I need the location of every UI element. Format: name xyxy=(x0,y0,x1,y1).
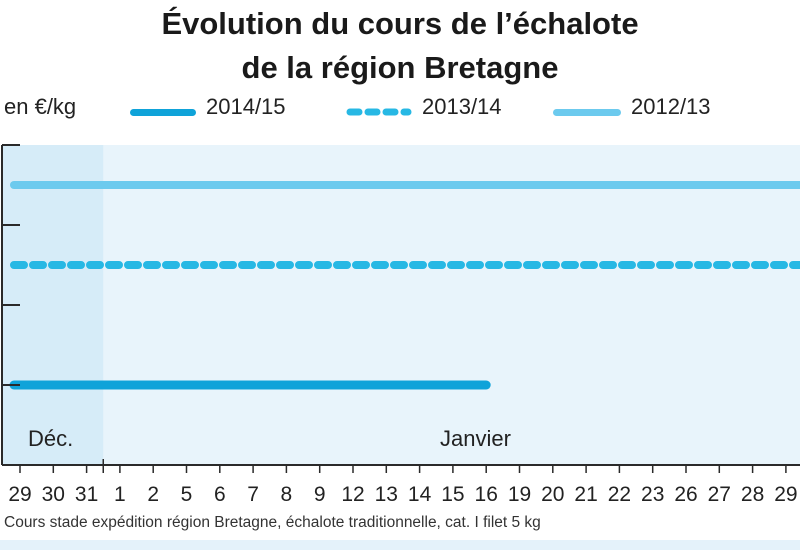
unit-label: en €/kg xyxy=(4,94,77,119)
x-tick-label: 12 xyxy=(341,483,364,506)
x-tick-label: 1 xyxy=(114,483,126,506)
legend: en €/kg 2014/15 2013/14 2012/13 xyxy=(0,92,800,128)
x-tick-label: 2 xyxy=(147,483,159,506)
x-tick-label: 19 xyxy=(508,483,531,506)
x-tick-label: 21 xyxy=(574,483,597,506)
legend-label-2012-13: 2012/13 xyxy=(631,94,711,119)
legend-swatch-solid-light xyxy=(553,109,621,116)
x-tick-label: 16 xyxy=(475,483,498,506)
legend-swatch-dashed xyxy=(346,108,412,116)
x-tick-label: 9 xyxy=(314,483,326,506)
x-tick-label: 28 xyxy=(741,483,764,506)
x-tick-label: 26 xyxy=(674,483,697,506)
month-label-janvier: Janvier xyxy=(440,426,511,451)
x-tick-label: 30 xyxy=(42,483,65,506)
x-tick-label: 6 xyxy=(214,483,226,506)
chart-title-line-1: Évolution du cours de l’échalote xyxy=(161,6,639,41)
x-tick-label: 31 xyxy=(75,483,98,506)
x-tick-label: 5 xyxy=(181,483,193,506)
x-tick-label: 14 xyxy=(408,483,432,506)
chart-title-line-2: de la région Bretagne xyxy=(241,50,559,85)
plot-area xyxy=(2,145,800,465)
bottom-strip xyxy=(0,540,800,550)
x-tick-label: 13 xyxy=(375,483,398,506)
x-tick-label: 29 xyxy=(774,483,797,506)
x-tick-label: 22 xyxy=(608,483,631,506)
x-tick-label: 15 xyxy=(441,483,464,506)
x-tick-label: 27 xyxy=(708,483,731,506)
x-tick-label: 20 xyxy=(541,483,564,506)
chart-title: Évolution du cours de l’échalote de la r… xyxy=(0,2,800,90)
footer-note: Cours stade expédition région Bretagne, … xyxy=(4,514,541,531)
legend-label-2013-14: 2013/14 xyxy=(422,94,502,119)
legend-swatch-solid-dark xyxy=(130,109,196,116)
month-label-dec: Déc. xyxy=(28,426,73,451)
x-tick-label: 23 xyxy=(641,483,664,506)
x-tick-label: 29 xyxy=(8,483,31,506)
legend-label-2014-15: 2014/15 xyxy=(206,94,286,119)
x-tick-label: 7 xyxy=(247,483,259,506)
x-tick-label: 8 xyxy=(281,483,293,506)
